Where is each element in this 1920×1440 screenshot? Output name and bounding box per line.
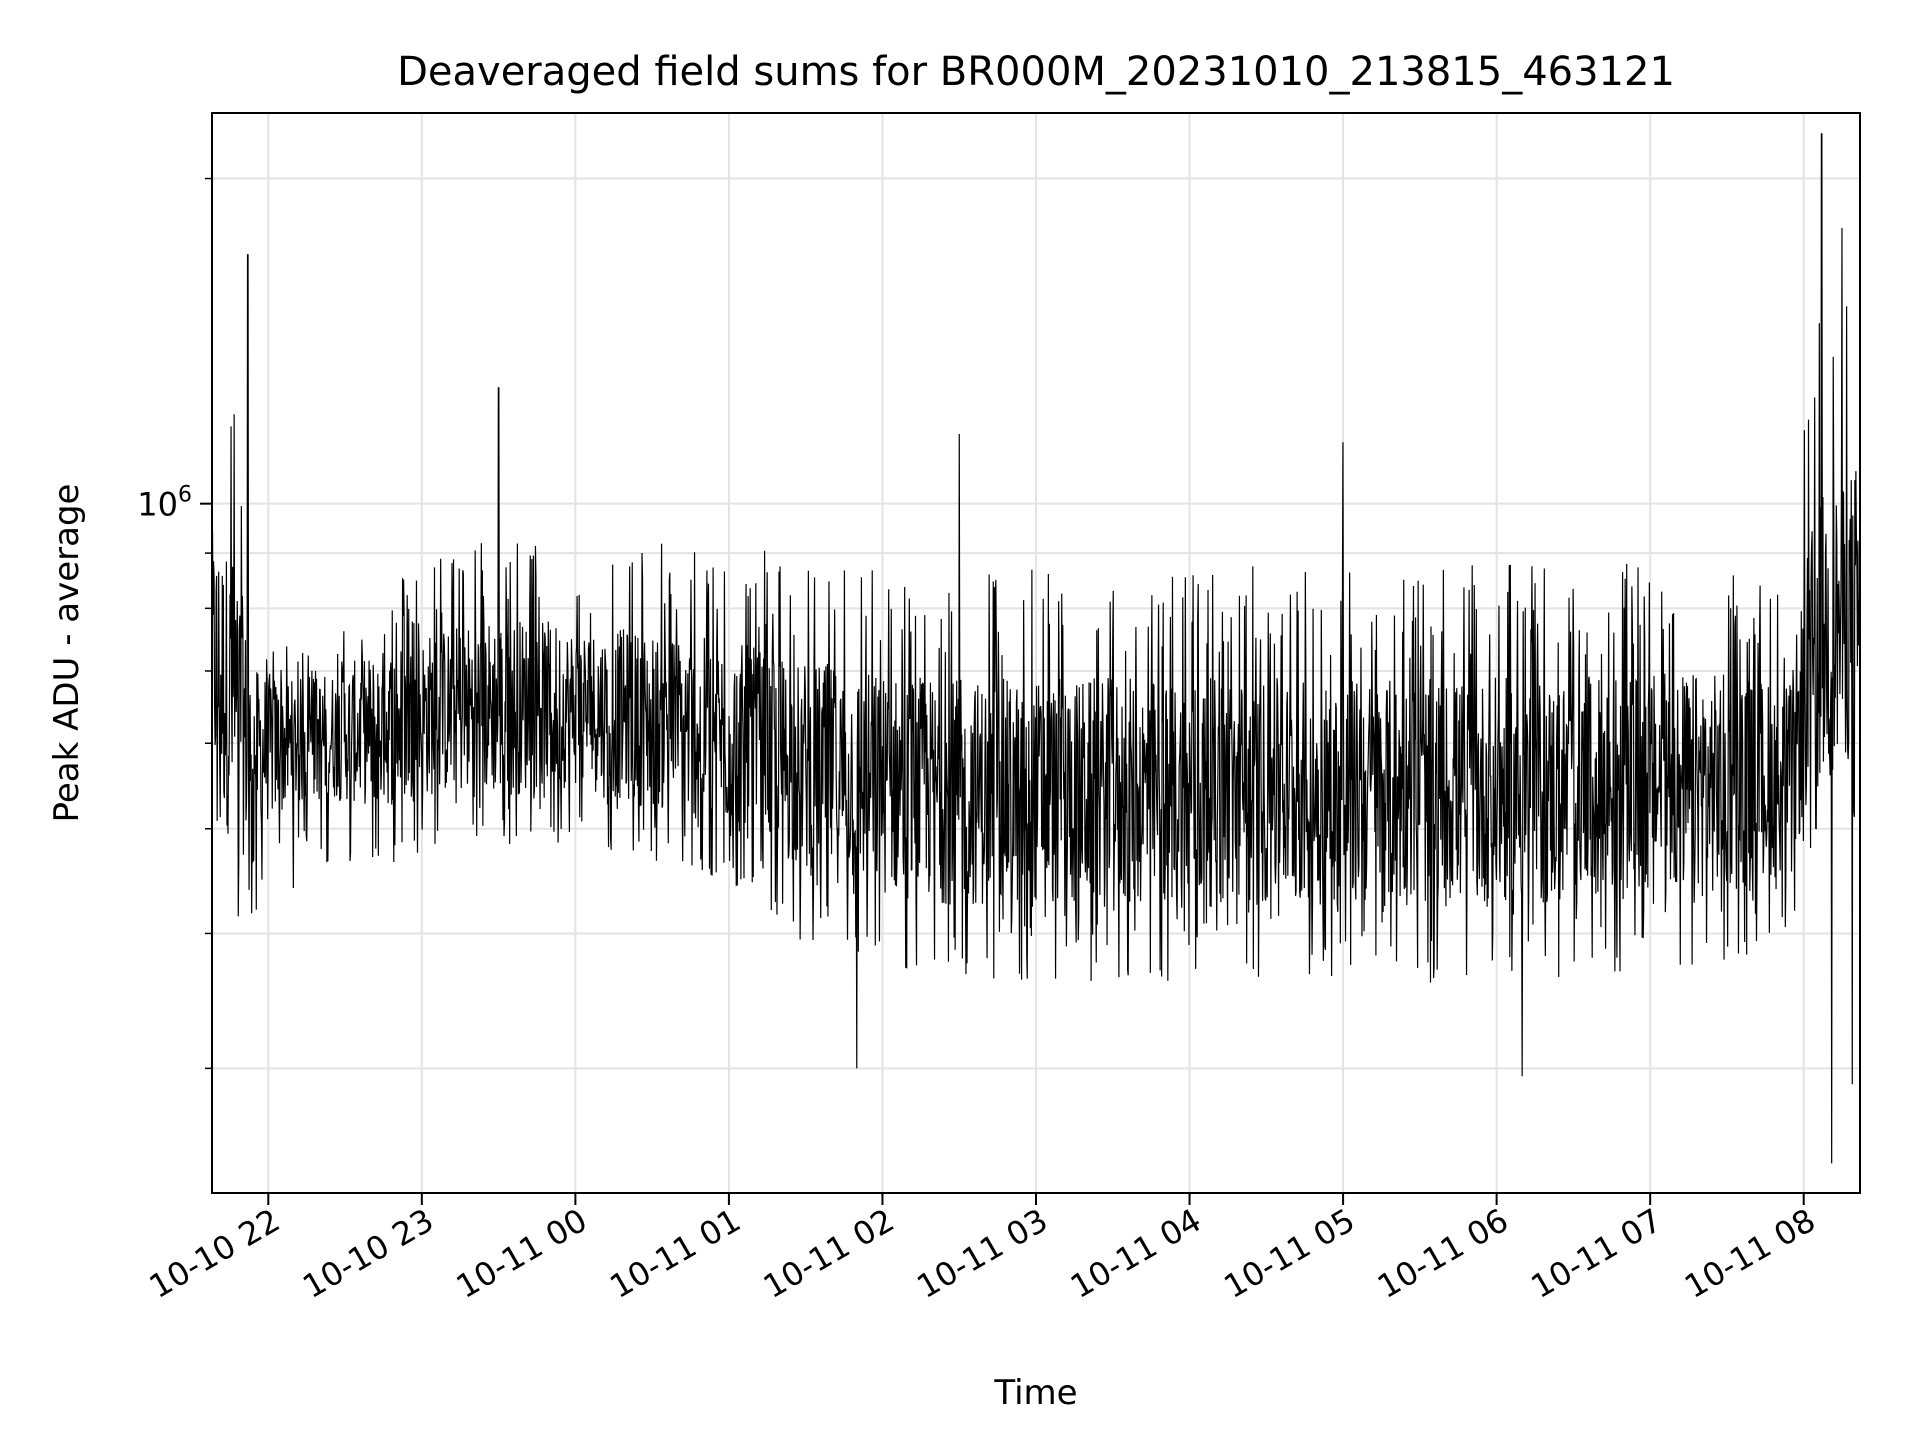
x-axis-label: Time [993,1373,1077,1413]
x-tick-label: 10-11 04 [1064,1201,1208,1306]
x-tick-label: 10-11 06 [1371,1201,1515,1306]
chart-title: Deaveraged field sums for BR000M_2023101… [397,49,1675,95]
x-tick-label: 10-11 03 [910,1201,1054,1306]
x-tick-label: 10-11 02 [757,1201,901,1306]
x-tick-label: 10-11 07 [1525,1201,1669,1306]
y-tick-label: 106 [137,483,192,524]
x-tick-label: 10-11 08 [1678,1201,1822,1306]
y-axis-label: Peak ADU - average [47,484,87,823]
x-tick-label: 10-11 01 [603,1201,747,1306]
x-axis: 10-10 22 10-10 23 10-11 00 10-11 01 10-11 02… [143,1193,1822,1306]
x-tick-label: 10-11 00 [450,1201,594,1306]
y-axis: 106 [137,177,212,1070]
x-tick-label: 10-10 23 [296,1201,440,1306]
x-tick-label: 10-11 05 [1217,1201,1361,1306]
series-line [211,133,1861,1164]
x-tick-label: 10-10 22 [143,1201,287,1306]
data-series [211,133,1861,1164]
